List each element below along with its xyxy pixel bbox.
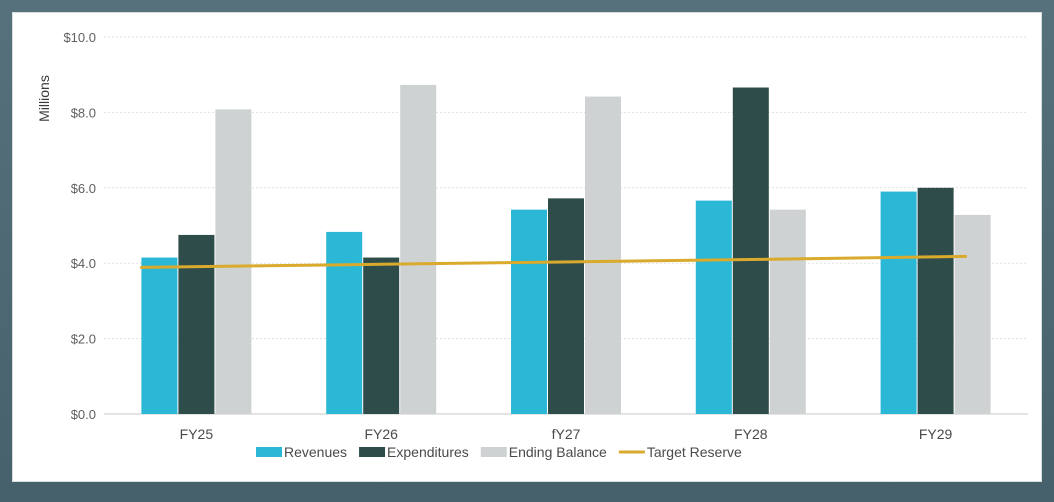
bar-revenues [141, 257, 178, 414]
bar-ending-balance [769, 209, 806, 414]
y-tick-label: $0.0 [71, 407, 96, 422]
bar-expenditures [917, 187, 954, 414]
x-category-label: FY28 [734, 426, 768, 442]
legend-label: Ending Balance [509, 444, 607, 460]
y-tick-label: $6.0 [71, 181, 96, 196]
target-line [139, 254, 968, 269]
y-axis-title: Millions [36, 75, 52, 122]
y-tick-labels: $0.0 $2.0 $4.0 $6.0 $8.0 $10.0 [63, 30, 96, 422]
legend-swatch [359, 447, 386, 457]
x-category-label: fY27 [552, 426, 581, 442]
bar-expenditures [178, 234, 215, 414]
x-category-labels: FY25 FY26 fY27 FY28 FY29 [180, 426, 953, 442]
bars [141, 84, 991, 414]
y-tick-label: $10.0 [63, 30, 96, 45]
legend: Revenues Expenditures Ending Balance Target… [256, 444, 742, 460]
legend-label: Target Reserve [647, 444, 742, 460]
chart-panel: $0.0 $2.0 $4.0 $6.0 $8.0 $10.0 FY25 FY26 fY27 FY… [12, 12, 1042, 482]
y-tick-label: $4.0 [71, 256, 96, 271]
legend-label: Revenues [284, 444, 347, 460]
legend-swatch [256, 447, 282, 457]
bar-ending-balance [400, 84, 437, 414]
x-category-label: FY29 [919, 426, 953, 442]
bar-ending-balance [954, 214, 991, 414]
reserve-chart: $0.0$2.0$4.0$6.0$8.0$10.0 FY25 FY26 fY27 FY… [36, 30, 1028, 460]
y-tick-label: $8.0 [71, 105, 96, 120]
legend-swatch [480, 447, 507, 457]
bar-revenues [326, 231, 363, 414]
line-target-reserve [139, 254, 968, 269]
bar-revenues [880, 191, 917, 414]
x-category-label: FY26 [364, 426, 398, 442]
bar-expenditures [363, 257, 400, 414]
bar-ending-balance [215, 109, 252, 414]
x-category-label: FY25 [180, 426, 214, 442]
bar-expenditures [732, 87, 769, 414]
y-tick-label: $2.0 [71, 332, 96, 347]
bar-revenues [695, 200, 732, 414]
bar-expenditures [548, 198, 584, 414]
bar-revenues [511, 209, 547, 414]
legend-label: Expenditures [387, 444, 469, 460]
bar-ending-balance [585, 96, 621, 414]
